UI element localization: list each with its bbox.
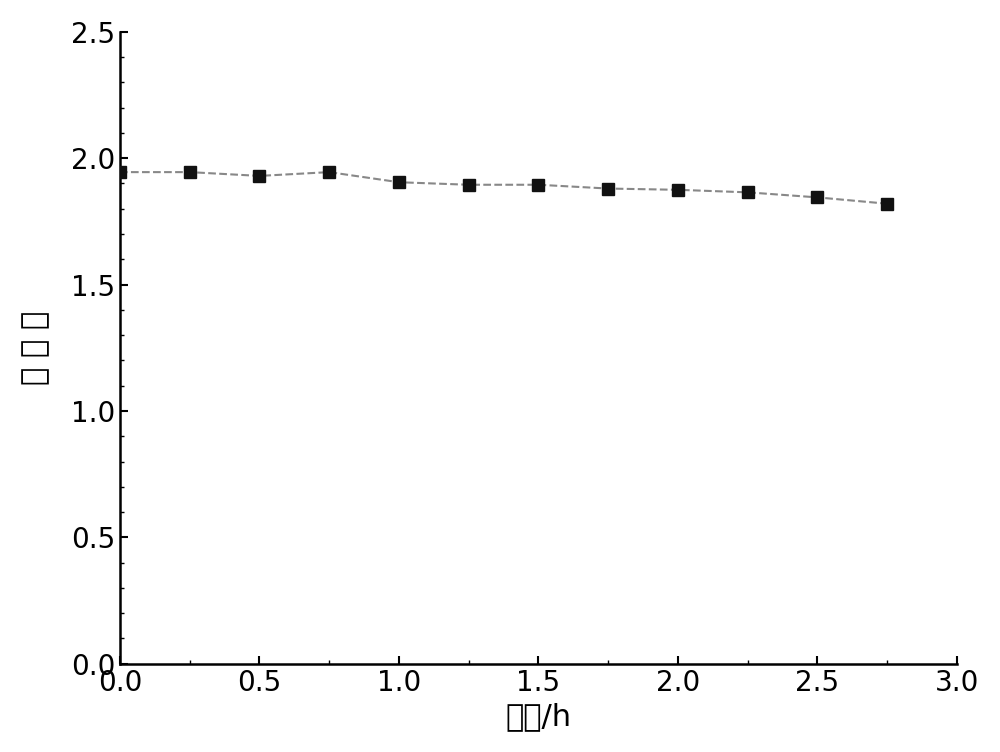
Y-axis label: 吸 光 度: 吸 光 度 bbox=[21, 311, 50, 385]
X-axis label: 时间/h: 时间/h bbox=[505, 702, 572, 731]
